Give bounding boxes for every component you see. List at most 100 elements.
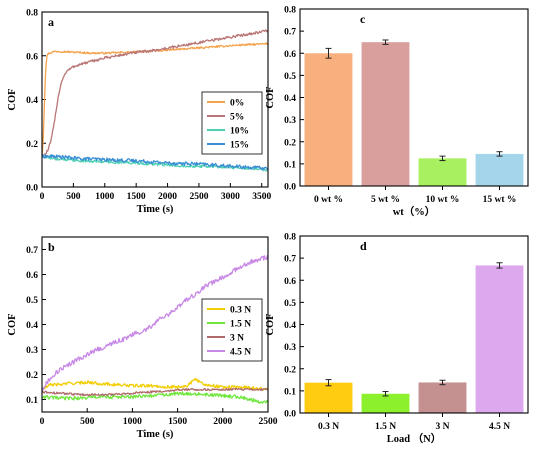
- bar: [361, 42, 410, 186]
- plot-frame: [299, 235, 529, 414]
- plot-area: [42, 29, 268, 172]
- x-tick-label: 1500: [127, 192, 146, 202]
- y-tick-label: 0.6: [284, 50, 296, 60]
- y-tick-label: 0.0: [284, 183, 296, 193]
- series-line-1: [42, 29, 268, 158]
- plot-frame: [299, 8, 529, 187]
- x-tick-label: 0: [40, 192, 45, 202]
- y-tick-label: 0.0: [284, 410, 296, 420]
- y-axis-label: COF: [265, 86, 276, 108]
- y-tick-label: 0.3: [26, 346, 38, 356]
- legend-entry: 3 N: [230, 334, 244, 344]
- legend: 0.3 N 1.5 N 3 N 4.5 N: [201, 298, 263, 362]
- legend-entry: 0.3 N: [230, 306, 251, 316]
- y-tick-label: 0.6: [26, 52, 38, 62]
- panel-d: 0.0 0.1 0.2 0.3 0.4 0.5 0.6 0.7 0.8 COF 0.3 N 1.5 N…: [265, 233, 529, 445]
- y-tick-label: 0.1: [284, 160, 296, 170]
- panel-label: a: [48, 15, 54, 29]
- y-axis-label: COF: [265, 313, 276, 335]
- panel-b: 0.1 0.2 0.3 0.4 0.5 0.6 0.7 COF 0 500 1000 1500 2000…: [7, 236, 278, 440]
- y-tick-label: 0.8: [284, 233, 296, 243]
- y-tick-label: 0.3: [284, 116, 296, 126]
- series-line-0: [42, 377, 268, 391]
- x-tick-label: 3000: [221, 192, 240, 202]
- y-tick-label: 0.0: [26, 184, 38, 194]
- series-line-3: [42, 154, 268, 171]
- y-tick-label: 0.1: [284, 387, 296, 397]
- legend: 0% 5% 10% 15%: [201, 91, 263, 155]
- legend-entry: 5%: [230, 113, 244, 123]
- y-tick-label: 0.4: [284, 94, 296, 104]
- y-tick-label: 0.7: [26, 246, 38, 256]
- bar: [304, 382, 353, 413]
- x-axis-label: Load （N）: [387, 432, 442, 445]
- bar: [304, 53, 353, 186]
- bar: [361, 393, 410, 413]
- y-tick-label: 0.8: [26, 9, 38, 19]
- series-line-2: [42, 155, 268, 172]
- y-tick-label: 0.6: [284, 277, 296, 287]
- x-tick-label: 2000: [158, 192, 177, 202]
- y-tick-label: 0.5: [284, 299, 296, 309]
- y-tick-label: 0.7: [284, 28, 296, 38]
- y-tick-label: 0.6: [26, 271, 38, 281]
- panel-label: d: [360, 239, 367, 253]
- y-tick-label: 0.2: [284, 138, 296, 148]
- y-tick-label: 0.4: [284, 321, 296, 331]
- plot-frame: [41, 236, 269, 413]
- x-tick-label: 3 N: [436, 422, 450, 432]
- y-tick-label: 0.2: [26, 140, 38, 150]
- x-tick-label: 2000: [213, 417, 232, 427]
- y-tick-label: 0.4: [26, 321, 38, 331]
- y-tick-label: 0.1: [26, 396, 38, 406]
- bar: [475, 265, 524, 413]
- legend-entry: 1.5 N: [230, 320, 251, 330]
- panel-c: 0.0 0.1 0.2 0.3 0.4 0.5 0.6 0.7 0.8 COF 0 wt % 5 wt…: [265, 6, 529, 218]
- panel-a: 0.0 0.2 0.4 0.6 0.8 COF 0 500 1000 1500 2000 2500 30…: [7, 9, 271, 216]
- panel-label: b: [48, 240, 55, 254]
- legend-entry: 0%: [230, 99, 244, 109]
- x-tick-label: 1000: [95, 192, 114, 202]
- x-axis-label: Time (s): [137, 429, 174, 440]
- bar: [475, 153, 524, 186]
- plot-area: [42, 255, 268, 404]
- x-tick-label: 500: [80, 417, 95, 427]
- y-axis-label: COF: [7, 88, 18, 110]
- series-line-1: [42, 391, 268, 404]
- bar: [418, 158, 467, 186]
- series-line-2: [42, 387, 268, 397]
- x-tick-label: 500: [66, 192, 81, 202]
- y-tick-label: 0.2: [26, 371, 38, 381]
- x-tick-label: 1500: [168, 417, 187, 427]
- x-tick-label: 1000: [123, 417, 142, 427]
- panel-label: c: [360, 12, 366, 26]
- x-tick-label: 3500: [252, 192, 271, 202]
- x-tick-label: 0.3 N: [318, 422, 339, 432]
- x-tick-label: 0: [40, 417, 45, 427]
- y-tick-label: 0.4: [26, 96, 38, 106]
- x-tick-label: 5 wt %: [371, 195, 400, 205]
- series-line-3: [42, 255, 268, 391]
- y-tick-label: 0.5: [284, 72, 296, 82]
- legend-entry: 4.5 N: [230, 348, 251, 358]
- legend-entry: 10%: [230, 127, 249, 137]
- x-tick-label: 4.5 N: [489, 422, 510, 432]
- x-tick-label: 2500: [189, 192, 208, 202]
- x-tick-label: 0 wt %: [314, 195, 343, 205]
- y-tick-label: 0.5: [26, 296, 38, 306]
- x-tick-label: 15 wt %: [483, 195, 517, 205]
- plot-frame: [41, 11, 269, 188]
- bar: [418, 382, 467, 413]
- x-tick-label: 2500: [259, 417, 278, 427]
- x-axis-label: Time (s): [137, 204, 174, 215]
- x-tick-label: 10 wt %: [426, 195, 460, 205]
- x-axis-label: wt（%）: [393, 205, 436, 218]
- y-tick-label: 0.2: [284, 365, 296, 375]
- legend-entry: 15%: [230, 141, 249, 151]
- y-tick-label: 0.7: [284, 255, 296, 265]
- x-tick-label: 1.5 N: [375, 422, 396, 432]
- y-tick-label: 0.8: [284, 6, 296, 16]
- y-tick-label: 0.3: [284, 343, 296, 353]
- y-axis-label: COF: [7, 313, 18, 335]
